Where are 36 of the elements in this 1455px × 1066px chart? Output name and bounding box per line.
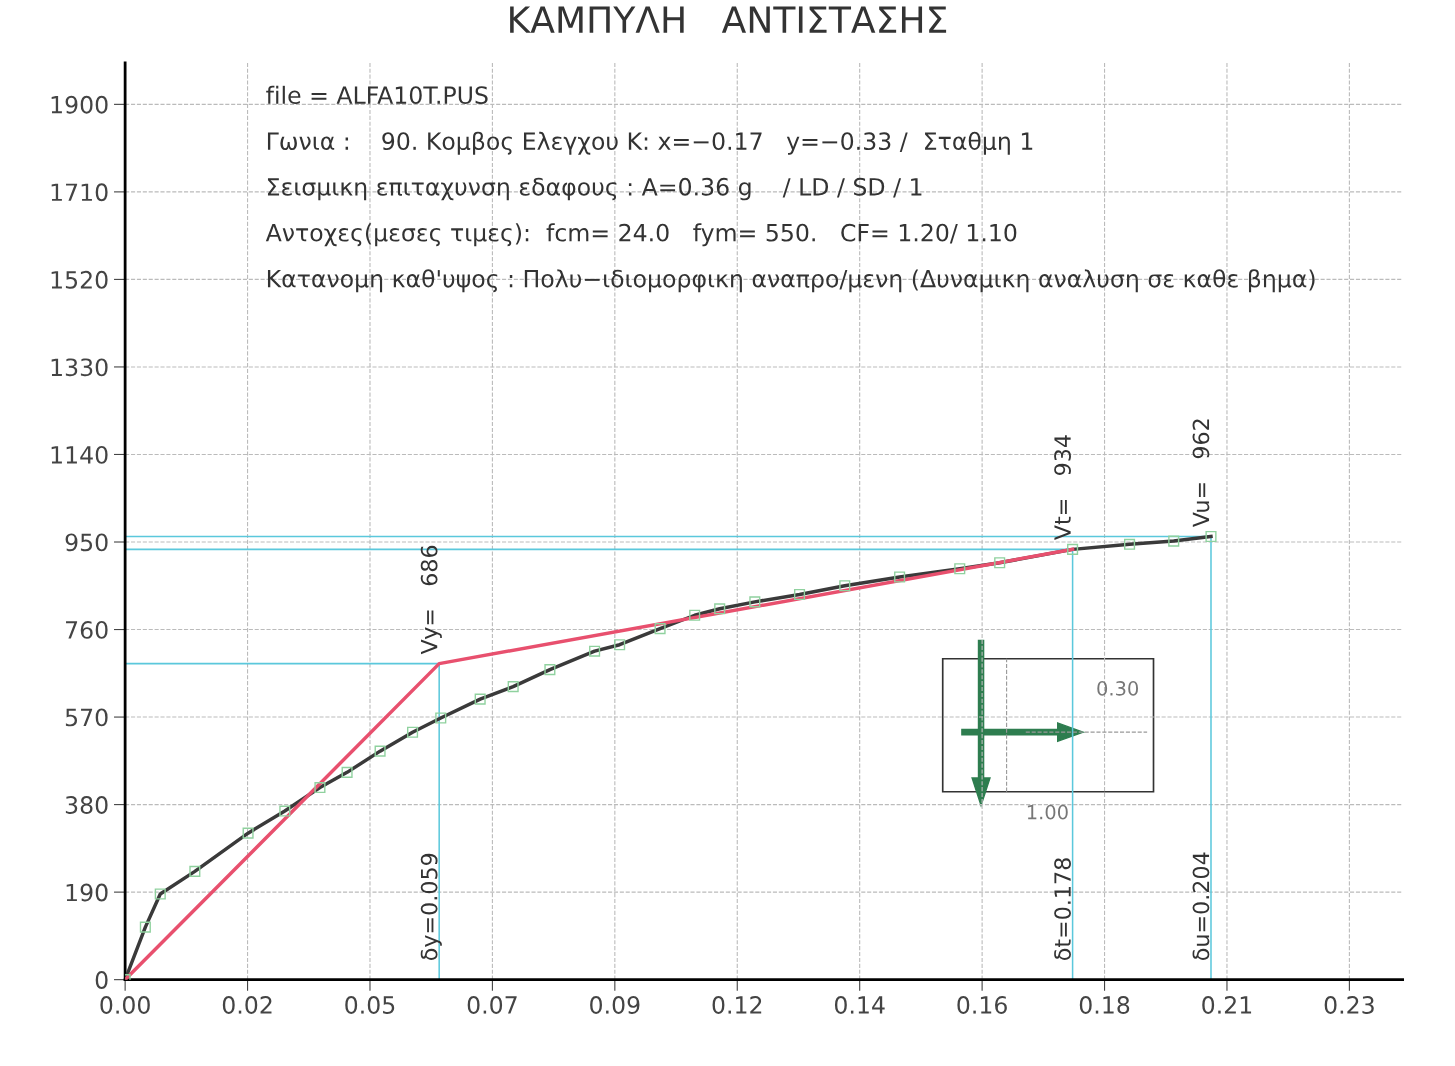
y-tick-label: 1140 xyxy=(51,445,108,464)
annotation: Vt= 934 xyxy=(1054,435,1071,540)
annotation: Vu= 962 xyxy=(1192,419,1210,528)
y-tick-label: 190 xyxy=(66,883,108,902)
y-tick-label: 380 xyxy=(65,796,108,814)
x-tick-label: 0.02 xyxy=(222,996,272,1014)
annotation: Γωνια : 90. Κομβος Ελεγχου K: x=−0.17 y=−0.33 / Σταθμη 1 xyxy=(267,131,1033,155)
y-tick-label: 1330 xyxy=(51,358,108,377)
annotation: file = ALFA10T.PUS xyxy=(266,85,488,105)
annotation: δy=0.059 xyxy=(420,853,442,960)
annotation: 1.00 xyxy=(1027,804,1068,820)
x-tick-label: 0.12 xyxy=(712,996,762,1014)
y-tick-label: 570 xyxy=(65,708,108,727)
y-tick-label: 760 xyxy=(66,620,108,639)
x-tick-label: 0.16 xyxy=(957,996,1007,1014)
y-tick-label: 950 xyxy=(65,533,108,552)
annotation: δu=0.204 xyxy=(1192,852,1210,960)
x-tick-label: 0.00 xyxy=(100,996,150,1014)
y-tick-label: 0 xyxy=(95,971,108,989)
y-tick-label: 1900 xyxy=(51,95,108,114)
y-tick-label: 1520 xyxy=(51,270,108,289)
x-tick-label: 0.07 xyxy=(467,996,517,1014)
x-tick-label: 0.21 xyxy=(1202,996,1252,1014)
annotation: Αντοχες(μεσες τιμες): fcm= 24.0 fym= 550. CF= 1.20/ 1.10 xyxy=(265,223,1017,247)
x-tick-label: 0.18 xyxy=(1079,996,1130,1014)
annotation: δt=0.178 xyxy=(1054,858,1071,960)
x-tick-label: 0.23 xyxy=(1324,996,1374,1014)
x-tick-label: 0.09 xyxy=(590,996,640,1014)
annotation: Κατανομη καθ'υψος : Πολυ−ιδιομορφικη αναπρο/μενη (Δυναμικη αναλυση σε καθε βημα) xyxy=(267,269,1315,293)
annotation: 0.30 xyxy=(1097,681,1139,696)
x-tick-label: 0.05 xyxy=(345,996,395,1014)
annotation: Vy= 686 xyxy=(420,545,442,655)
chart-title: ΚΑΜΠΥΛΗ ΑΝΤΙΣΤΑΣΗΣ xyxy=(510,6,947,33)
x-tick-label: 0.14 xyxy=(834,996,885,1014)
annotation: Σεισμικη επιταχυνση εδαφους : A=0.36 g / LD / SD / 1 xyxy=(267,177,922,201)
y-tick-label: 1710 xyxy=(51,183,108,202)
